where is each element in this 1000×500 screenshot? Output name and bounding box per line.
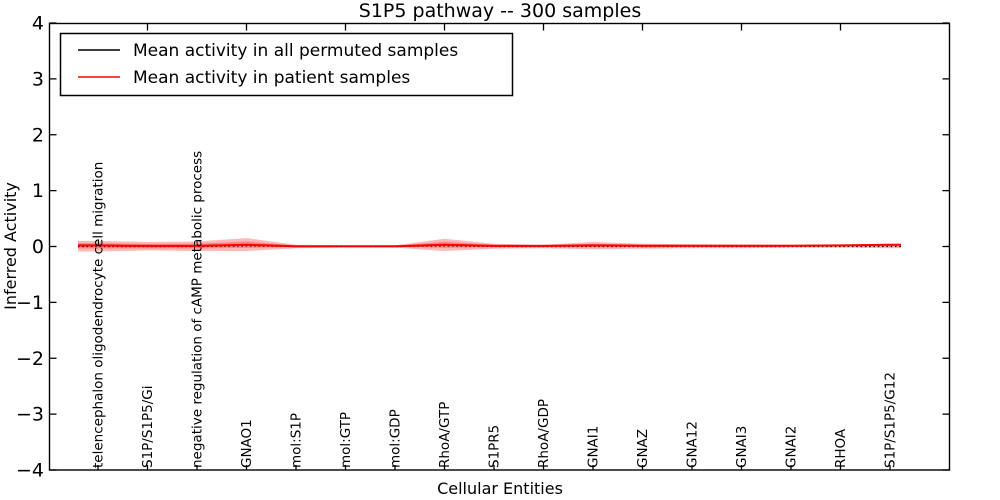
y-tick-label: −1 <box>16 292 44 314</box>
x-tick-label: GNAI2 <box>784 426 800 468</box>
x-tick-label: S1PR5 <box>487 425 503 468</box>
legend-label-permuted: Mean activity in all permuted samples <box>133 41 458 61</box>
series-lines-group <box>78 243 901 248</box>
y-tick-label: 1 <box>32 180 44 202</box>
x-tick-label: GNAZ <box>635 429 651 468</box>
x-tick-label: mol:GTP <box>338 412 354 468</box>
y-tick-label: 0 <box>32 236 44 258</box>
y-tick-label: 3 <box>32 68 44 90</box>
x-tick-label: negative regulation of cAMP metabolic pr… <box>190 151 206 468</box>
series-line-patient <box>78 243 901 248</box>
y-tick-label: −2 <box>16 348 44 370</box>
x-tick-label: GNAO1 <box>239 419 255 468</box>
y-tick-label: 2 <box>32 124 44 146</box>
x-tick-label: GNAI1 <box>586 426 602 468</box>
x-tick-label: mol:S1P <box>289 413 305 468</box>
x-tick-label: telencephalon oligodendrocyte cell migra… <box>91 162 107 468</box>
x-tick-label: mol:GDP <box>388 409 404 468</box>
x-tick-label: RhoA/GTP <box>437 402 453 468</box>
x-tick-label: RHOA <box>833 428 849 468</box>
chart-title: S1P5 pathway -- 300 samples <box>359 0 641 22</box>
x-tick-label: S1P/S1P5/Gi <box>140 386 156 469</box>
tick-labels-group: 4 3 2 1 0 −1 −2 −3 −4 telencephalon oligodendrocy… <box>16 13 899 482</box>
y-tick-label: 4 <box>32 13 44 35</box>
x-tick-label: RhoA/GDP <box>536 399 552 468</box>
legend: Mean activity in all permuted samples Me… <box>59 32 514 97</box>
x-tick-label: GNAI3 <box>734 426 750 468</box>
y-tick-label: −3 <box>16 404 44 426</box>
x-tick-label: GNA12 <box>685 421 701 468</box>
y-tick-label: −4 <box>16 460 44 482</box>
axis-ticks-group <box>49 22 950 471</box>
legend-label-patient: Mean activity in patient samples <box>133 68 410 88</box>
x-tick-label: S1P/S1P5/G12 <box>883 372 899 468</box>
legend-box <box>59 32 514 97</box>
x-axis-label: Cellular Entities <box>437 479 563 498</box>
y-axis-label: Inferred Activity <box>1 182 20 310</box>
